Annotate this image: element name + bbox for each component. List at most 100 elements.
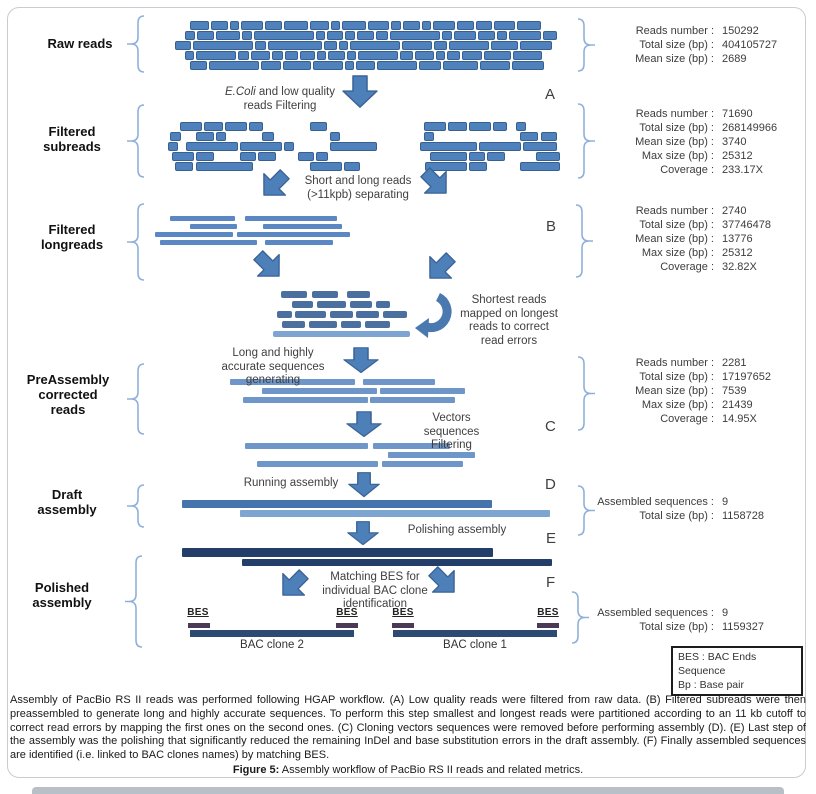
next-section-bar [32, 787, 784, 794]
read-bar [443, 61, 478, 70]
annotation-separating: Short and long reads (>11kpb) separating [304, 175, 412, 201]
read-bar [541, 132, 557, 141]
read-bar [493, 122, 507, 131]
read-bar [368, 21, 389, 30]
read-bar [330, 142, 377, 151]
read-bar [317, 301, 346, 308]
read-bar [415, 51, 434, 60]
ecoli-italic: E.Coli [225, 86, 256, 98]
read-bar [281, 291, 307, 298]
arrow-matching-left-icon [270, 562, 317, 609]
read-bar [251, 51, 270, 60]
stat-value: 37746478 [722, 219, 771, 231]
stat-label: Coverage : [660, 261, 714, 273]
read-bar [309, 321, 337, 328]
read-bar [180, 122, 202, 131]
read-bar [284, 21, 308, 30]
stat-value: 25312 [722, 247, 753, 259]
arrow-down-vector-filtering-icon [345, 411, 383, 438]
read-bar [433, 21, 455, 30]
legend-box: BES : BAC Ends Sequence Bp : Base pair [671, 646, 803, 696]
section-label-filtered-longreads: Filtered longreads [40, 222, 104, 252]
read-bar [328, 51, 345, 60]
stats-draft-assembly: Assembled sequences : 9 Total size (bp) : 1… [595, 495, 764, 523]
read-bar [230, 379, 355, 385]
read-bar [175, 162, 193, 171]
step-letter-d: D [545, 476, 556, 493]
read-bar [478, 31, 495, 40]
read-bar [285, 51, 298, 60]
read-bar [536, 152, 560, 161]
read-bar [345, 61, 354, 70]
read-bar [342, 21, 366, 30]
annotation-generating: Long and highly accurate sequences gener… [221, 347, 325, 386]
annotation-running-assembly: Running assembly [243, 477, 339, 489]
read-bar [480, 61, 510, 70]
stat-label: Reads number : [635, 357, 714, 369]
read-bar [327, 31, 343, 40]
read-bar [419, 61, 441, 70]
read-bar [196, 162, 253, 171]
stat-value: 71690 [722, 108, 753, 120]
stat-value: 14.95X [722, 413, 757, 425]
brace-left-corrected-reads [124, 363, 146, 435]
step-letter-e: E [546, 530, 557, 547]
read-bar [317, 51, 326, 60]
read-bar [190, 630, 354, 637]
annotation-matching-bes: Matching BES for individual BAC clone id… [322, 571, 428, 610]
read-bar [310, 21, 329, 30]
stat-label: Mean size (bp) : [635, 233, 714, 245]
stat-value: 2689 [722, 53, 747, 65]
read-bar [331, 21, 340, 30]
bac-clone-1-label: BAC clone 1 [443, 639, 507, 651]
read-bar [479, 142, 521, 151]
read-bar [172, 152, 194, 161]
stats-corrected-reads: Reads number : 2281 Total size (bp) : 17197… [595, 356, 771, 426]
stat-value: 13776 [722, 233, 753, 245]
read-bar [193, 41, 253, 50]
read-bar [373, 443, 450, 449]
read-bar [516, 122, 526, 131]
read-bar [402, 41, 432, 50]
stat-value: 21439 [722, 399, 753, 411]
read-bar [523, 142, 557, 151]
stat-value: 17197652 [722, 371, 771, 383]
read-bar [509, 31, 541, 40]
read-bar [284, 142, 294, 151]
read-bar [216, 31, 240, 40]
arrow-separate-right-icon [413, 160, 460, 207]
figure-title: Assembly workflow of PacBio RS II reads … [279, 764, 584, 776]
brace-right-draft-assembly [576, 485, 598, 536]
stat-label: Max size (bp) : [641, 150, 714, 162]
read-bar [190, 224, 237, 229]
brace-right-filtered-longreads [574, 204, 596, 278]
read-bar [265, 21, 282, 30]
read-bar [168, 142, 178, 151]
read-bar [491, 41, 518, 50]
read-bar [424, 132, 434, 141]
read-bar [254, 31, 314, 40]
legend-line-bp: Bp : Base pair [678, 679, 744, 691]
read-bar [344, 162, 360, 171]
read-bar [449, 41, 489, 50]
read-bar [209, 61, 259, 70]
read-bar [382, 461, 463, 467]
read-bar [497, 31, 507, 40]
annotation-vector-filtering: Vectors sequences Filtering [423, 412, 480, 451]
read-bar [487, 152, 505, 161]
read-bar [403, 21, 420, 30]
read-bar [245, 216, 337, 221]
read-bar [185, 31, 195, 40]
read-bar [240, 142, 282, 151]
read-bar [347, 291, 370, 298]
read-bar [243, 397, 368, 403]
stat-label: Assembled sequences : [597, 607, 714, 619]
read-bar [336, 623, 358, 628]
stat-label: Total size (bp) : [639, 371, 714, 383]
read-bar [240, 152, 256, 161]
figure-caption-body: Assembly of PacBio RS II reads was perfo… [10, 694, 806, 762]
read-bar [391, 21, 401, 30]
brace-left-raw-reads [124, 15, 146, 73]
read-bar [225, 122, 247, 131]
stat-label: Total size (bp) : [639, 122, 714, 134]
